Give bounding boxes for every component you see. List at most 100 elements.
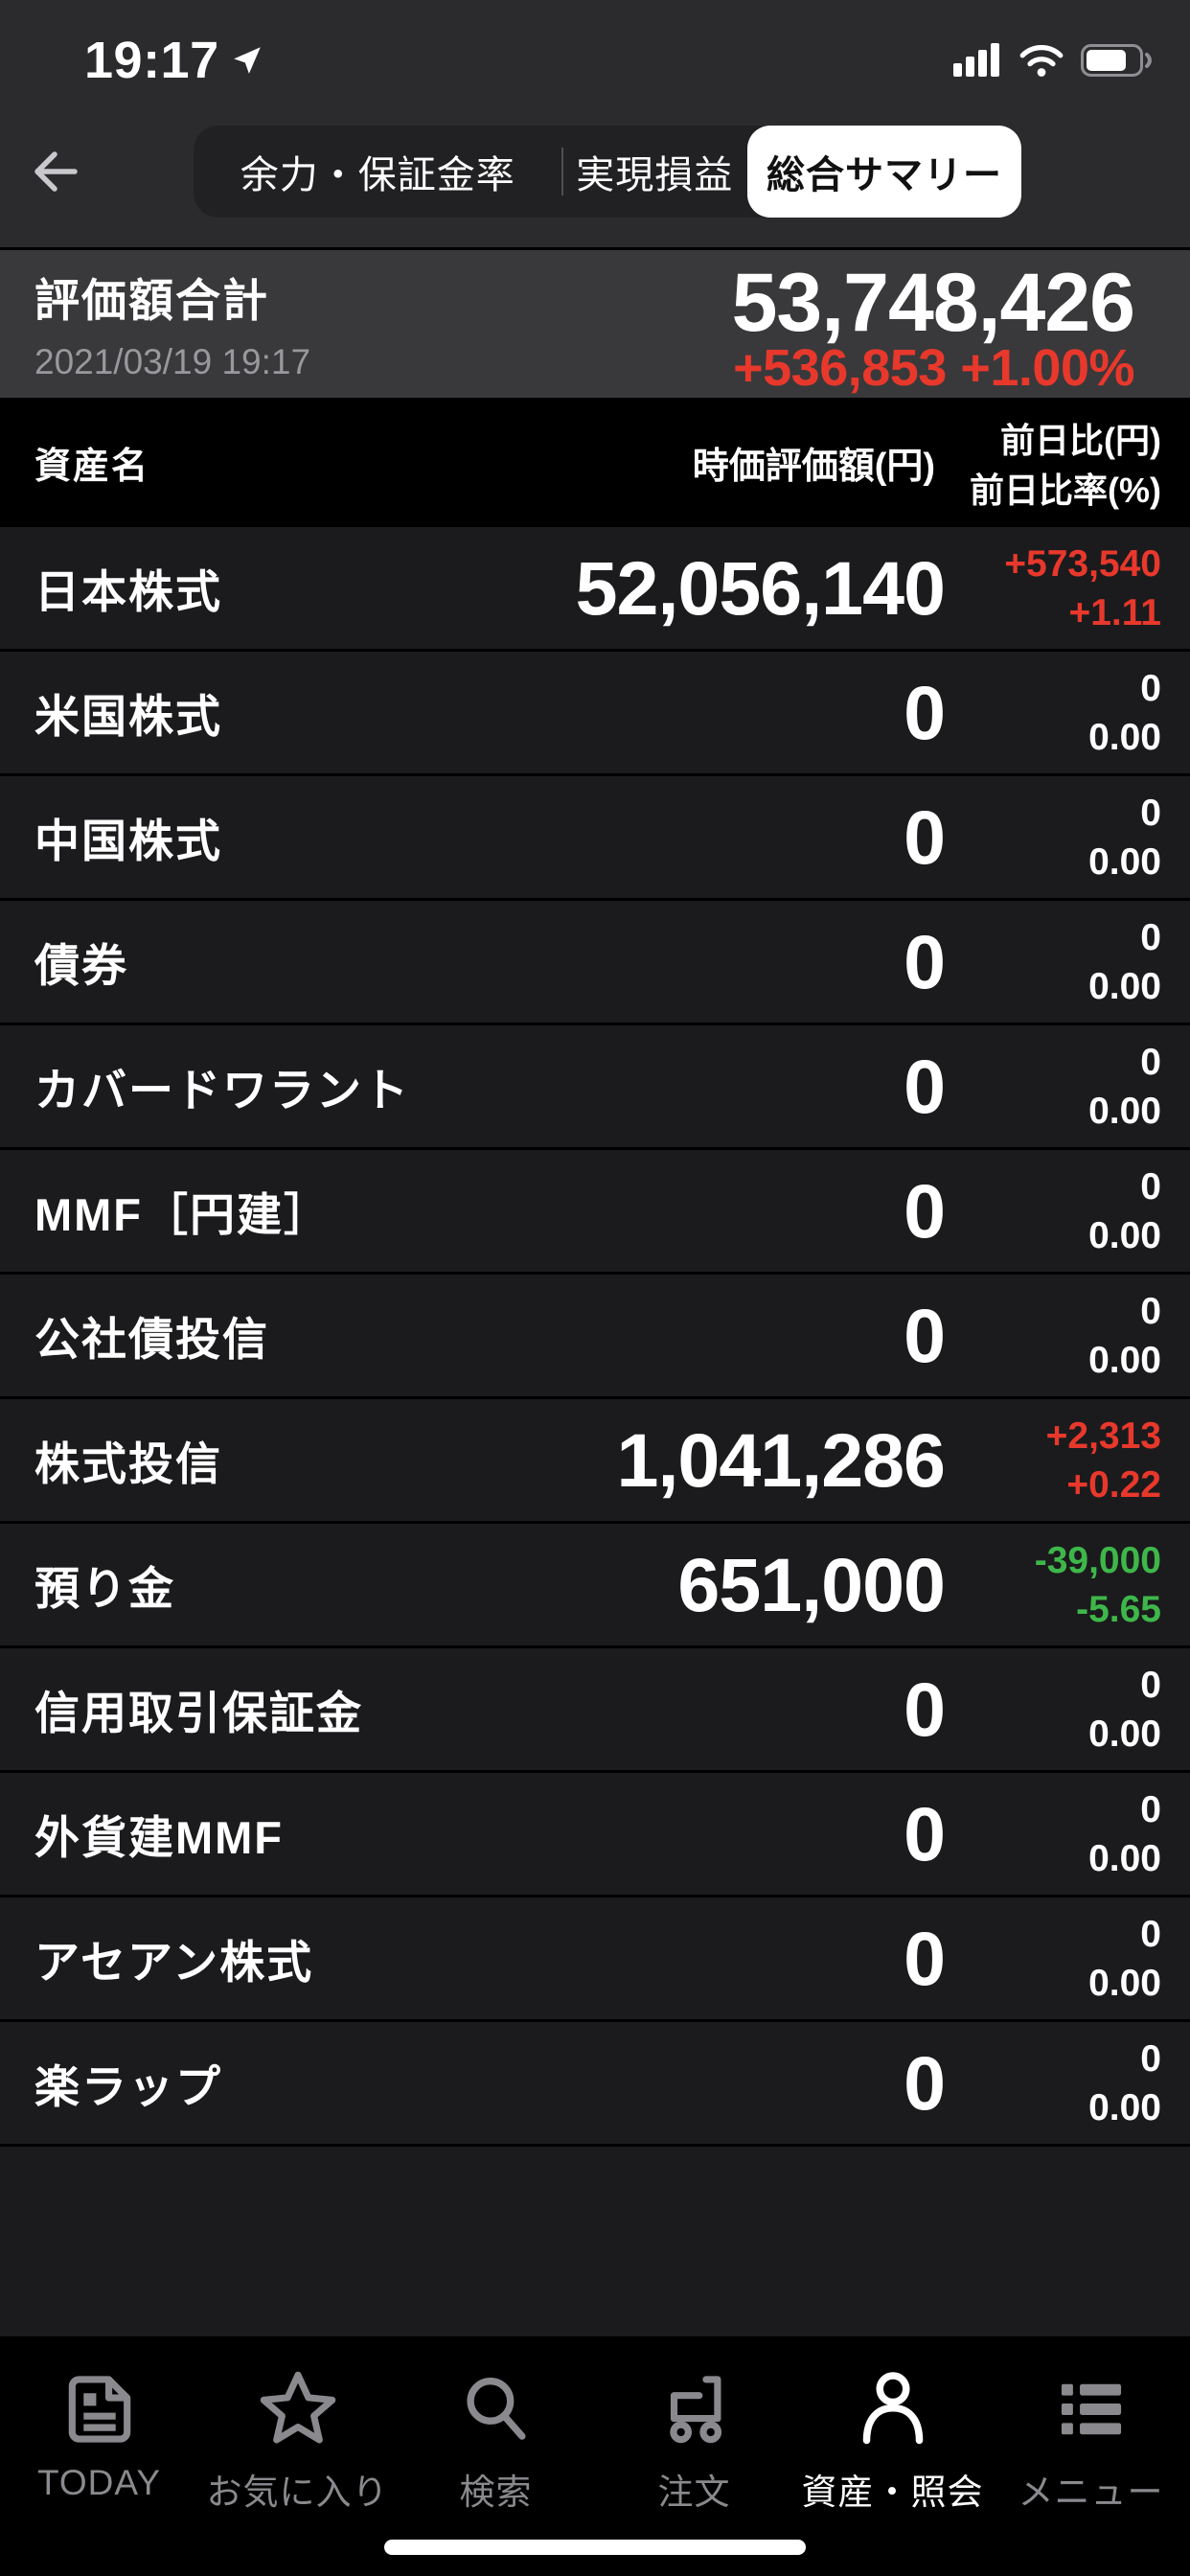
asset-change: 0 0.00 — [945, 664, 1190, 762]
asset-value: 0 — [904, 1915, 946, 2001]
tab-overall-summary[interactable]: 総合サマリー — [747, 126, 1021, 218]
asset-change-pct: 0.00 — [1088, 2086, 1161, 2128]
asset-change-pct: 0.00 — [1088, 1090, 1161, 1132]
asset-name: 預り金 — [34, 1563, 175, 1614]
asset-change-pct: -5.65 — [1076, 1588, 1161, 1630]
asset-change-pct: 0.00 — [1088, 965, 1161, 1007]
col-change-pct: 前日比率(%) — [970, 471, 1161, 510]
asset-change-pct: 0.00 — [1088, 1339, 1161, 1381]
tabbar-label: 注文 — [657, 2472, 731, 2512]
tabbar-label: 資産・照会 — [801, 2472, 984, 2512]
clock: 19:17 — [84, 32, 219, 89]
asset-name: 信用取引保証金 — [34, 1688, 363, 1738]
asset-change: -39,000 -5.65 — [945, 1536, 1190, 1634]
asset-name: 外貨建MMF — [34, 1812, 285, 1863]
table-row[interactable]: 米国株式 0 0 0.00 — [0, 652, 1190, 776]
tabbar-item-assets[interactable]: 資産・照会 — [793, 2363, 992, 2576]
asset-change: 0 0.00 — [945, 1661, 1190, 1759]
asset-change-yen: 0 — [1140, 792, 1161, 834]
tabbar-label: お気に入り — [206, 2472, 389, 2512]
table-row[interactable]: 債券 0 0 0.00 — [0, 901, 1190, 1025]
tabbar-item-favorites[interactable]: お気に入り — [198, 2363, 397, 2576]
asset-name: 楽ラップ — [34, 2061, 222, 2112]
summary-timestamp: 2021/03/19 19:17 — [34, 342, 311, 381]
col-asset-name: 資産名 — [34, 447, 150, 487]
asset-change-yen: 0 — [1140, 1041, 1161, 1083]
tab-margin-rate[interactable]: 余力・保証金率 — [194, 126, 561, 218]
asset-name: 株式投信 — [34, 1438, 222, 1489]
asset-change: 0 0.00 — [945, 1162, 1190, 1260]
total-valuation: 53,748,426 — [731, 257, 1135, 349]
today-document-icon — [54, 2363, 146, 2455]
table-row[interactable]: 公社債投信 0 0 0.00 — [0, 1275, 1190, 1399]
tabbar-item-search[interactable]: 検索 — [397, 2363, 595, 2576]
tab-segmented-control: 余力・保証金率 実現損益 総合サマリー — [194, 126, 1021, 218]
table-row[interactable]: MMF［円建］ 0 0 0.00 — [0, 1150, 1190, 1275]
asset-change-yen: 0 — [1140, 1290, 1161, 1332]
star-icon — [252, 2363, 344, 2455]
total-change: +536,853 +1.00% — [733, 339, 1134, 397]
asset-change: 0 0.00 — [945, 913, 1190, 1011]
location-arrow-icon — [231, 44, 263, 77]
asset-value: 0 — [904, 918, 946, 1004]
battery-icon — [1081, 42, 1157, 79]
asset-change-pct: 0.00 — [1088, 1962, 1161, 2004]
asset-value: 0 — [904, 1666, 946, 1752]
asset-value: 0 — [904, 1790, 946, 1876]
asset-value: 0 — [904, 2039, 946, 2126]
table-row[interactable]: 信用取引保証金 0 0 0.00 — [0, 1648, 1190, 1773]
asset-change-pct: 0.00 — [1088, 840, 1161, 883]
asset-name: 米国株式 — [34, 691, 222, 742]
asset-name: 公社債投信 — [34, 1314, 269, 1365]
asset-name: MMF［円建］ — [34, 1189, 332, 1240]
col-market-value: 時価評価額(円) — [692, 447, 935, 487]
table-row[interactable]: 中国株式 0 0 0.00 — [0, 776, 1190, 901]
asset-change-yen: 0 — [1140, 916, 1161, 958]
search-icon — [450, 2363, 542, 2455]
tabbar-label: メニュー — [1018, 2472, 1164, 2512]
asset-name: アセアン株式 — [34, 1937, 314, 1988]
navigation-row: 余力・保証金率 実現損益 総合サマリー — [0, 96, 1190, 247]
asset-name: 日本株式 — [34, 566, 222, 617]
asset-change-yen: 0 — [1140, 1165, 1161, 1208]
bottom-tab-bar: TODAY お気に入り 検索 — [0, 2336, 1190, 2576]
segment-divider — [561, 148, 564, 196]
table-row[interactable]: カバードワラント 0 0 0.00 — [0, 1025, 1190, 1150]
table-row[interactable]: アセアン株式 0 0 0.00 — [0, 1898, 1190, 2022]
asset-change: 0 0.00 — [945, 1287, 1190, 1385]
table-row[interactable]: 株式投信 1,041,286 +2,313 +0.22 — [0, 1399, 1190, 1524]
col-change-yen: 前日比(円) — [1000, 421, 1161, 460]
asset-change-yen: 0 — [1140, 1913, 1161, 1955]
table-row[interactable]: 外貨建MMF 0 0 0.00 — [0, 1773, 1190, 1898]
asset-change: 0 0.00 — [945, 789, 1190, 886]
asset-change-yen: +573,540 — [1004, 542, 1161, 585]
asset-change-yen: 0 — [1140, 667, 1161, 709]
asset-change-yen: 0 — [1140, 2037, 1161, 2080]
table-row[interactable]: 日本株式 52,056,140 +573,540 +1.11 — [0, 527, 1190, 652]
tabbar-item-today[interactable]: TODAY — [0, 2363, 198, 2576]
tabbar-label: 検索 — [459, 2472, 533, 2512]
tab-label: 総合サマリー — [766, 154, 1002, 196]
tab-label: 実現損益 — [576, 154, 734, 196]
asset-value: 0 — [904, 669, 946, 755]
tabbar-item-menu[interactable]: メニュー — [992, 2363, 1190, 2576]
asset-change-pct: +0.22 — [1066, 1463, 1161, 1506]
top-header: 19:17 — [0, 0, 1190, 247]
asset-change-pct: 0.00 — [1088, 1837, 1161, 1879]
tabbar-item-orders[interactable]: 注文 — [595, 2363, 793, 2576]
table-row[interactable]: 預り金 651,000 -39,000 -5.65 — [0, 1524, 1190, 1648]
asset-name: カバードワラント — [34, 1065, 410, 1116]
asset-change: 0 0.00 — [945, 1038, 1190, 1136]
tab-realized-pl[interactable]: 実現損益 — [561, 126, 747, 218]
asset-change: +573,540 +1.11 — [945, 540, 1190, 637]
asset-value: 651,000 — [677, 1541, 946, 1627]
asset-change-yen: 0 — [1140, 1664, 1161, 1706]
status-bar: 19:17 — [0, 0, 1190, 96]
col-day-change: 前日比(円) 前日比率(%) — [945, 398, 1190, 527]
empty-area — [0, 2147, 1190, 2336]
valuation-summary-panel: 評価額合計 2021/03/19 19:17 53,748,426 +536,8… — [0, 247, 1190, 398]
home-indicator[interactable] — [384, 2540, 806, 2555]
back-button[interactable] — [25, 141, 86, 202]
table-row[interactable]: 楽ラップ 0 0 0.00 — [0, 2022, 1190, 2147]
